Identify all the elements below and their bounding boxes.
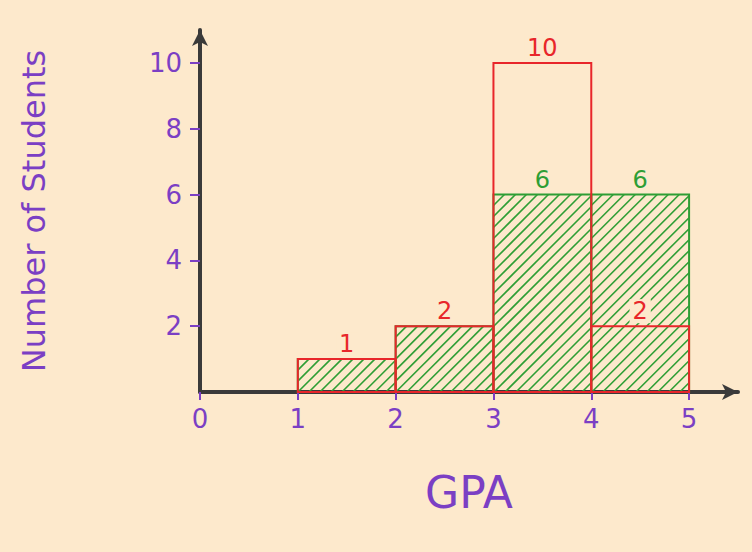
svg-text:2: 2: [437, 297, 452, 325]
svg-text:Number of Students: Number of Students: [15, 50, 53, 372]
svg-text:4: 4: [165, 245, 182, 275]
svg-text:6: 6: [535, 166, 550, 194]
svg-text:6: 6: [165, 180, 182, 210]
svg-text:2: 2: [165, 311, 182, 341]
svg-text:2: 2: [387, 404, 404, 434]
svg-text:1: 1: [339, 330, 354, 358]
svg-text:0: 0: [192, 404, 209, 434]
svg-text:3: 3: [485, 404, 502, 434]
svg-text:1: 1: [290, 404, 307, 434]
svg-text:6: 6: [633, 166, 648, 194]
svg-text:10: 10: [149, 48, 182, 78]
svg-text:8: 8: [165, 114, 182, 144]
svg-text:2: 2: [633, 297, 648, 325]
svg-text:5: 5: [681, 404, 698, 434]
svg-text:GPA: GPA: [425, 467, 513, 518]
svg-text:4: 4: [583, 404, 600, 434]
svg-text:10: 10: [527, 34, 558, 62]
